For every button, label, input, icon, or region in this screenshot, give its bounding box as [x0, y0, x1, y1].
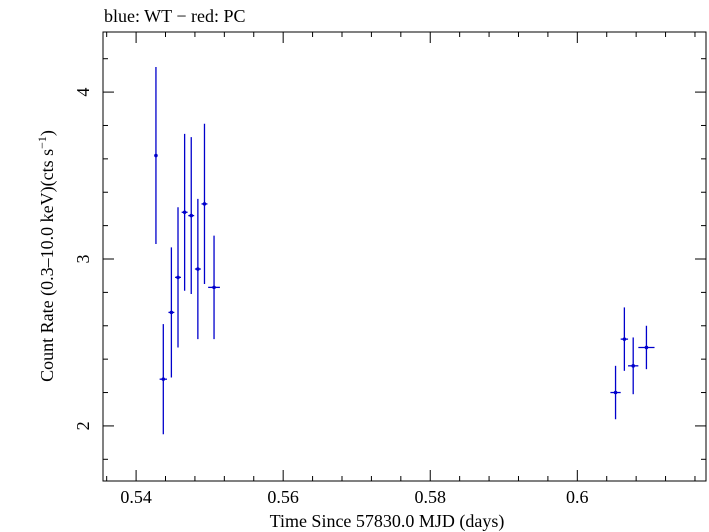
- data-point: [159, 324, 167, 435]
- data-point: [154, 67, 158, 244]
- data-point: [194, 198, 201, 340]
- data-point: [175, 207, 181, 348]
- data-point: [638, 325, 655, 370]
- y-axis-label-main: Count Rate (0.3–10.0 keV)(cts s: [37, 149, 58, 382]
- data-marker: [212, 285, 216, 290]
- data-point: [610, 365, 621, 420]
- x-tick-label: 0.58: [414, 487, 446, 507]
- data-point: [628, 337, 639, 395]
- data-point: [620, 307, 629, 371]
- y-tick-label: 2: [73, 421, 93, 430]
- data-point: [168, 247, 175, 378]
- data-marker: [631, 364, 635, 368]
- data-marker: [622, 337, 627, 341]
- x-axis-label: Time Since 57830.0 MJD (days): [270, 511, 505, 532]
- y-axis-label: Count Rate (0.3–10.0 keV)(cts s−1): [35, 130, 58, 382]
- plot-frame: [102, 31, 707, 482]
- data-marker: [176, 275, 180, 280]
- data-point: [188, 137, 195, 295]
- data-marker: [161, 377, 166, 381]
- x-tick-label: 0.56: [267, 487, 299, 507]
- x-axis: 0.54 0.56 0.58 0.6: [106, 32, 696, 507]
- y-tick-label: 3: [73, 255, 93, 264]
- chart-title: blue: WT − red: PC: [104, 6, 245, 26]
- y-axis-label-end: ): [37, 130, 58, 136]
- data-marker: [182, 210, 187, 215]
- data-marker: [154, 153, 158, 158]
- data-point: [208, 235, 220, 340]
- data-point: [201, 123, 208, 285]
- x-tick-label: 0.6: [566, 487, 589, 507]
- data-marker: [196, 267, 200, 271]
- y-tick-label: 4: [73, 88, 93, 97]
- data-marker: [202, 202, 207, 206]
- y-axis-label-sup: −1: [35, 136, 49, 149]
- data-series: [154, 67, 655, 435]
- data-marker: [613, 390, 618, 395]
- data-point: [181, 133, 188, 291]
- x-tick-label: 0.54: [120, 487, 152, 507]
- data-marker: [169, 310, 174, 315]
- data-marker: [189, 213, 194, 218]
- data-marker: [644, 345, 649, 350]
- y-axis: 2 3 4: [73, 58, 706, 460]
